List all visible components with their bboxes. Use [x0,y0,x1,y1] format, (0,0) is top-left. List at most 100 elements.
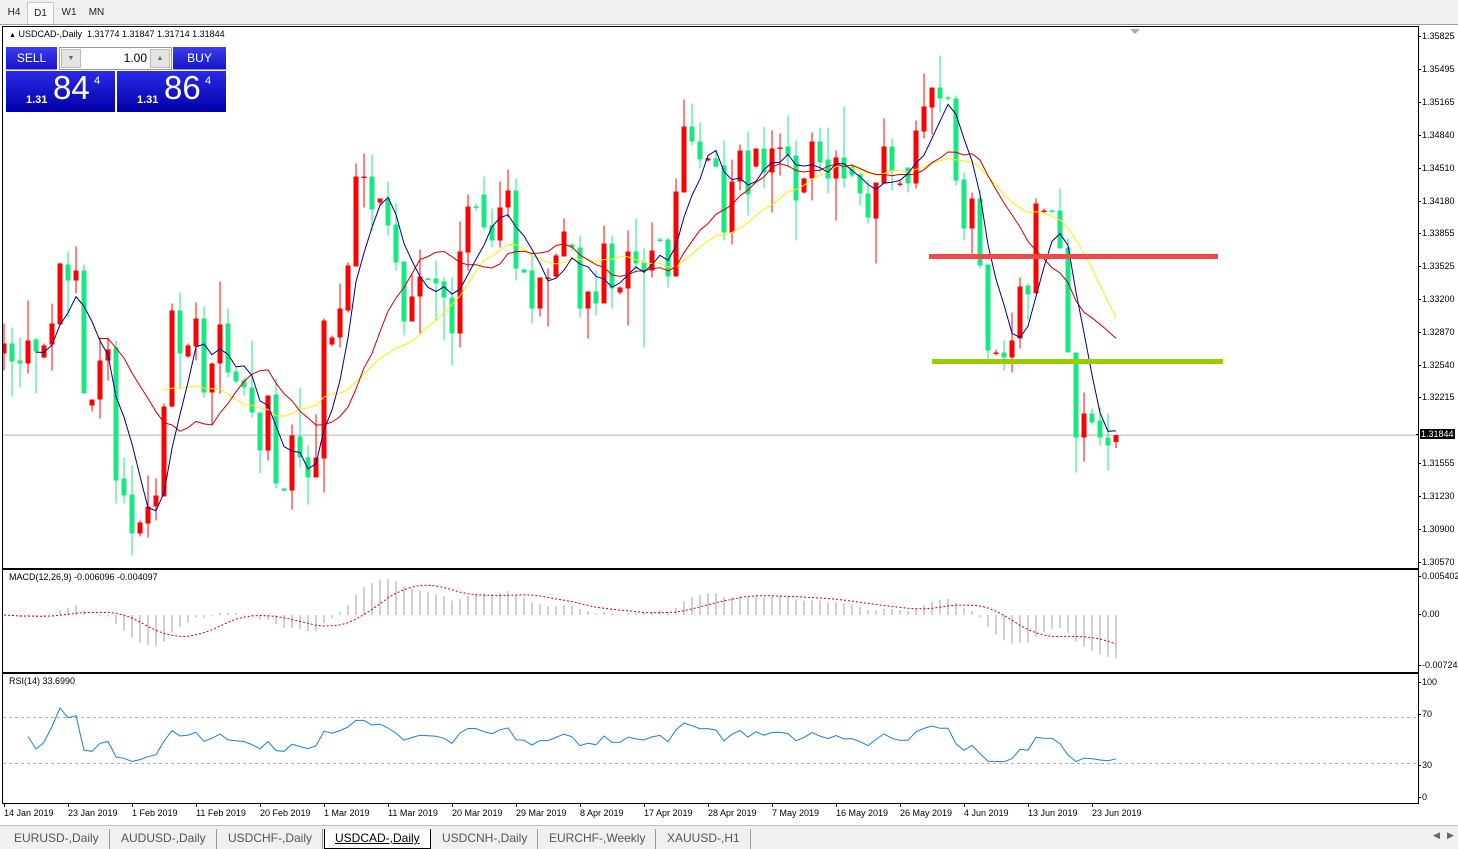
chart-shift-marker-icon[interactable] [1130,29,1140,34]
rsi-pane[interactable]: RSI(14) 33.6990 [2,673,1419,804]
candle-bearish [121,478,127,496]
symbol-tab[interactable]: XAUUSD-,H1 [657,829,751,849]
date-label: 11 Mar 2019 [388,804,438,818]
macd-label: MACD(12,26,9) -0.006096 -0.004097 [9,572,158,582]
date-label: 26 May 2019 [900,804,953,818]
timeframe-w1[interactable]: W1 [61,7,77,18]
buy-button[interactable]: BUY [173,47,226,70]
candle-bearish [577,247,583,309]
date-label: 28 Apr 2019 [708,804,757,818]
candle-bearish [1065,247,1071,353]
symbol-tab[interactable]: EURUSD-,Daily [4,829,110,849]
symbol-tab[interactable]: AUDUSD-,Daily [111,829,217,849]
main-chart-pane[interactable]: ▲ USDCAD-,Daily 1.31774 1.31847 1.31714 … [2,26,1419,569]
candle-bearish [977,198,983,266]
candle-bullish [1017,286,1023,339]
candle-bullish [49,323,55,345]
macd-axis: 0.005402 0.00 -0.00724 [1418,569,1458,673]
candle-bearish [825,159,831,179]
candle-bullish [585,291,591,309]
candle-bullish [737,150,743,182]
candle-bearish [385,198,391,226]
candle-bullish [353,176,359,267]
candle-bearish [201,318,207,393]
buy-price[interactable]: 1.31 86 4 [117,69,226,112]
macd-tick: 0.00 [1418,609,1440,619]
candle-bearish [241,380,247,388]
rsi-tick: 70 [1417,709,1433,719]
rsi-chart [3,707,1418,764]
current-price-label: 1.31844 [1416,429,1455,440]
price-tick: 1.30900 [1418,523,1455,534]
date-label: 13 Jun 2019 [1028,804,1078,818]
buy-price-fraction: 4 [205,75,212,87]
candle-bullish [265,395,271,451]
price-tick: 1.34840 [1418,129,1455,140]
price-tick: 1.35165 [1418,97,1455,107]
lot-decrease-icon[interactable]: ▼ [61,49,81,68]
candle-bullish [3,343,7,354]
symbol-tab[interactable]: USDCAD-,Daily [324,829,431,849]
candle-bearish [713,158,719,167]
collapse-triangle-icon[interactable]: ▲ [9,32,16,39]
candle-bearish [305,457,311,478]
lot-size-input[interactable]: 1.00 [123,51,147,65]
candle-bearish [817,141,823,163]
tabs-scroll-left-icon[interactable]: ◀ [1433,830,1440,840]
candle-bullish [153,495,159,507]
symbol-tab[interactable]: USDCNH-,Daily [432,829,539,849]
buy-price-prefix: 1.31 [137,94,159,106]
candle-bullish [777,147,783,149]
candle-bearish [113,347,119,481]
symbol-tab[interactable]: USDCHF-,Daily [218,829,323,849]
candle-bearish [513,190,519,269]
price-tick: 1.33855 [1418,228,1455,238]
candle-bullish [41,345,47,358]
buy-price-pips: 86 [164,69,201,106]
candle-bullish [537,277,543,309]
price-tick: 1.32540 [1418,359,1455,370]
candle-bullish [321,320,327,459]
candle-bearish [1025,285,1031,295]
candle-bullish [169,310,175,407]
candle-bearish [233,371,239,382]
candle-bearish [761,148,767,173]
sell-price[interactable]: 1.31 84 4 [6,69,115,112]
chart-ohlc: 1.31774 1.31847 1.31714 1.31844 [86,29,225,39]
candle-bullish [217,324,223,364]
rsi-line [27,707,1117,763]
sell-button[interactable]: SELL [6,47,57,70]
tabs-scroll-right-icon[interactable]: ▶ [1447,830,1454,840]
macd-tick: 0.005402 [1418,571,1458,581]
candle-bearish [81,270,87,394]
candle-bullish [89,399,95,406]
ma-fast-line [35,103,1117,512]
timeframe-toolbar: H4 D1 W1 MN [0,0,1458,25]
candle-bearish [953,98,959,181]
symbol-tab[interactable]: EURCHF-,Weekly [539,829,657,849]
price-tick: 1.31555 [1418,458,1455,468]
candle-bearish [569,244,575,248]
candle-bearish [401,261,407,322]
candle-bullish [137,522,143,534]
timeframe-d1[interactable]: D1 [27,2,54,24]
candle-bearish [641,262,647,271]
macd-pane[interactable]: MACD(12,26,9) -0.006096 -0.004097 [2,569,1419,673]
candle-bullish [729,181,735,233]
candle-bearish [793,155,799,201]
candle-bullish [833,157,839,179]
candle-bearish [449,297,455,334]
timeframe-mn[interactable]: MN [88,7,105,18]
symbol-tabs: ◀ ▶ EURUSD-,Daily AUDUSD-,Daily USDCHF-,Da… [0,825,1458,849]
candle-bullish [1009,340,1015,358]
timeframe-h4[interactable]: H4 [7,7,21,18]
lot-size-field[interactable]: ▼ 1.00 ▲ [59,47,172,70]
candle-bearish [1089,413,1095,423]
price-tick: 1.35825 [1418,31,1455,41]
rsi-tick: 30 [1417,760,1433,770]
candle-bearish [961,179,967,229]
lot-increase-icon[interactable]: ▲ [150,49,170,68]
time-axis: 14 Jan 2019 23 Jan 2019 1 Feb 2019 11 Feb 2… [0,804,1458,824]
candle-bullish [913,130,919,184]
candle-bullish [601,243,607,304]
